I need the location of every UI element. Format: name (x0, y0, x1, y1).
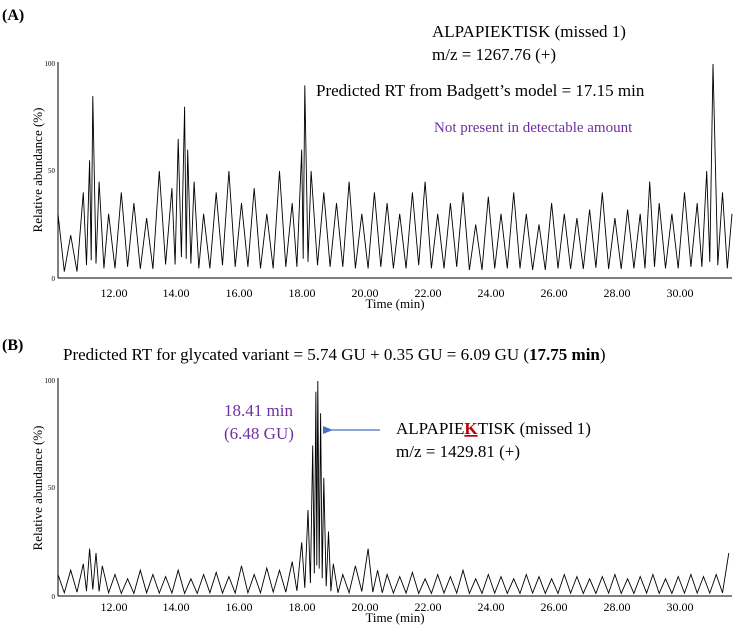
panel-b-peak-time-annotation: 18.41 min (224, 401, 293, 420)
panel-b-x-tick-label: 18.00 (289, 600, 316, 614)
panel-a: (A) ALPAPIEKTISK (missed 1) m/z = 1267.7… (2, 7, 733, 311)
panel-b-x-axis-label: Time (min) (365, 610, 424, 625)
panel-b-x-tick-label: 30.00 (667, 600, 694, 614)
panel-a-x-tick-label: 12.00 (101, 286, 128, 300)
panel-a-mz-annotation: m/z = 1267.76 (+) (432, 45, 556, 64)
panel-b-x-tick-label: 12.00 (101, 600, 128, 614)
panel-a-x-tick-label: 30.00 (667, 286, 694, 300)
panel-a-x-tick-label: 16.00 (226, 286, 253, 300)
panel-a-status-annotation: Not present in detectable amount (434, 120, 633, 136)
panel-b-label: (B) (2, 337, 23, 354)
panel-a-x-tick-label: 24.00 (478, 286, 505, 300)
panel-a-x-tick-label: 26.00 (541, 286, 568, 300)
panel-a-y-tick-0: 0 (52, 275, 56, 283)
panel-a-x-axis-label: Time (min) (365, 296, 424, 311)
panel-b-y-tick-50: 50 (48, 484, 56, 492)
panel-b-x-tick-label: 24.00 (478, 600, 505, 614)
panel-a-x-tick-label: 18.00 (289, 286, 316, 300)
panel-b-peptide-glycated-residue: K (464, 419, 478, 438)
panel-b-x-tick-label: 14.00 (163, 600, 190, 614)
panel-b-x-tick-label: 28.00 (604, 600, 631, 614)
panel-a-predicted-rt-annotation: Predicted RT from Badgett’s model = 17.1… (316, 81, 645, 100)
panel-a-y-axis-label: Relative abundance (%) (30, 108, 45, 233)
panel-a-x-tick-label: 20.00 (352, 286, 379, 300)
panel-b-mz-annotation: m/z = 1429.81 (+) (396, 442, 520, 461)
panel-b-peak-gu-annotation: (6.48 GU) (224, 424, 294, 443)
panel-b-x-tick-label: 20.00 (352, 600, 379, 614)
panel-b-y-tick-0: 0 (52, 593, 56, 601)
panel-b-y-tick-100: 100 (45, 377, 56, 385)
panel-b-peptide-annotation: ALPAPIEKTISK (missed 1) (396, 419, 591, 438)
panel-a-y-tick-100: 100 (45, 60, 56, 68)
panel-a-x-ticks: 12.00 14.00 16.00 18.00 20.00 22.00 24.0… (101, 286, 694, 300)
panel-a-x-tick-label: 22.00 (415, 286, 442, 300)
panel-b-x-tick-label: 26.00 (541, 600, 568, 614)
panel-a-x-tick-label: 28.00 (604, 286, 631, 300)
panel-a-y-tick-50: 50 (48, 167, 56, 175)
panel-b-chromatogram-trace (57, 380, 730, 595)
panel-a-peptide-annotation: ALPAPIEKTISK (missed 1) (432, 22, 626, 41)
panel-b: (B) Predicted RT for glycated variant = … (2, 337, 732, 625)
panel-b-peptide-prefix: ALPAPIE (396, 419, 464, 438)
panel-b-x-tick-label: 22.00 (415, 600, 442, 614)
panel-b-title-end: ) (600, 345, 606, 364)
panel-b-title: Predicted RT for glycated variant = 5.74… (63, 345, 606, 364)
panel-b-title-main: Predicted RT for glycated variant = 5.74… (63, 345, 529, 364)
panel-b-y-axis-label: Relative abundance (%) (30, 426, 45, 551)
panel-b-peptide-suffix: TISK (missed 1) (478, 419, 591, 438)
panel-b-title-bold: 17.75 min (529, 345, 600, 364)
panel-a-label: (A) (2, 7, 24, 24)
panel-b-x-tick-label: 16.00 (226, 600, 253, 614)
panel-b-x-ticks: 12.00 14.00 16.00 18.00 20.00 22.00 24.0… (101, 600, 694, 614)
panel-a-x-tick-label: 14.00 (163, 286, 190, 300)
panel-a-chromatogram-trace (57, 63, 733, 272)
